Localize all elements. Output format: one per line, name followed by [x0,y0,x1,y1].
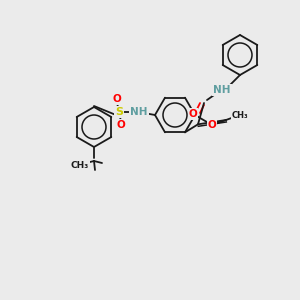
Text: CH₃: CH₃ [71,161,89,170]
Text: O: O [117,120,125,130]
Text: CH₃: CH₃ [232,112,248,121]
Text: NH: NH [130,107,148,117]
Text: O: O [189,109,197,119]
Text: NH: NH [213,85,231,95]
Text: S: S [115,107,123,117]
Text: O: O [208,120,216,130]
Text: O: O [112,94,122,104]
